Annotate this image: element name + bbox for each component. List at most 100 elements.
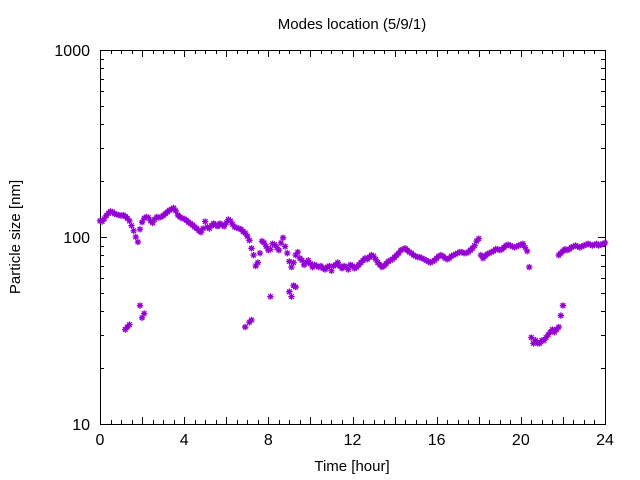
data-point [172,207,179,215]
data-point [462,249,470,257]
data-point [124,215,131,222]
data-point [267,293,274,300]
data-point [397,246,405,254]
x-tick-label: 0 [96,432,105,449]
data-point [475,235,482,242]
data-point [168,205,175,213]
data-point [443,256,451,263]
data-point [136,302,144,309]
data-point [410,251,417,259]
data-point [202,218,209,225]
data-point [334,259,341,266]
data-point [580,242,588,249]
data-point [290,259,297,266]
data-point [361,255,369,262]
data-point [505,241,512,248]
y-tick-label: 10 [72,417,90,434]
data-point [544,331,552,338]
data-point [412,252,419,260]
data-point [557,312,565,319]
x-tick-label: 20 [512,432,530,449]
data-point [96,217,104,225]
data-point [313,262,320,270]
data-point [387,257,394,264]
data-point [429,258,436,265]
data-point [241,323,249,331]
x-axis-label: Time [hour] [314,458,389,475]
data-point [138,218,146,226]
data-point [483,250,491,258]
data-point [288,293,295,300]
data-point [279,234,287,242]
data-point [132,233,139,241]
x-tick-label: 8 [264,432,273,449]
data-point [149,219,156,227]
data-point [136,226,144,233]
data-point [378,263,386,271]
y-tick-label: 100 [63,230,90,247]
data-point [599,240,607,247]
data-point [587,241,594,248]
data-point [269,240,276,247]
y-tick-label: 1000 [54,43,90,60]
data-point [517,241,525,248]
data-point [471,242,478,249]
data-point [345,266,352,273]
data-point [578,243,586,250]
data-point [246,237,253,244]
data-point [563,246,571,254]
chart-title: Modes location (5/9/1) [278,16,426,33]
data-point [532,337,539,344]
data-point [576,244,583,251]
axis-ticks [100,50,606,425]
data-point [477,251,485,259]
data-point [385,258,392,265]
data-point [233,224,240,231]
data-point [138,314,146,321]
data-point [536,340,543,347]
data-point [275,246,283,254]
data-point [551,328,558,336]
data-point [488,248,495,256]
data-point [305,257,312,264]
data-point [241,229,249,237]
data-point [521,244,529,251]
data-point [528,334,535,341]
data-point [595,242,602,249]
data-point [511,244,518,251]
data-point [130,227,137,234]
data-point [540,337,548,344]
data-point [513,243,520,250]
data-point [315,263,323,271]
data-point [406,248,413,256]
data-point [248,245,255,252]
data-point [126,217,133,225]
data-point [126,321,133,328]
data-point [284,249,291,257]
data-point [140,310,148,317]
data-point [235,225,243,232]
data-point [568,244,575,251]
data-point [469,245,476,252]
data-point [555,323,562,331]
data-point [223,219,230,227]
data-point [452,250,459,258]
data-point [448,252,455,260]
data-point [570,243,577,250]
data-point [197,229,205,236]
data-point [206,225,213,232]
data-point [294,248,301,256]
data-point [199,225,207,232]
data-point [515,242,522,249]
y-axis-label: Particle size [nm] [7,180,24,294]
data-point [519,240,527,247]
data-point [370,252,377,260]
data-point [574,243,581,250]
data-point [561,246,569,253]
data-point [372,256,379,263]
data-point [559,302,567,309]
x-tick-label: 4 [180,432,189,449]
data-point [263,243,270,250]
data-point [265,246,272,254]
